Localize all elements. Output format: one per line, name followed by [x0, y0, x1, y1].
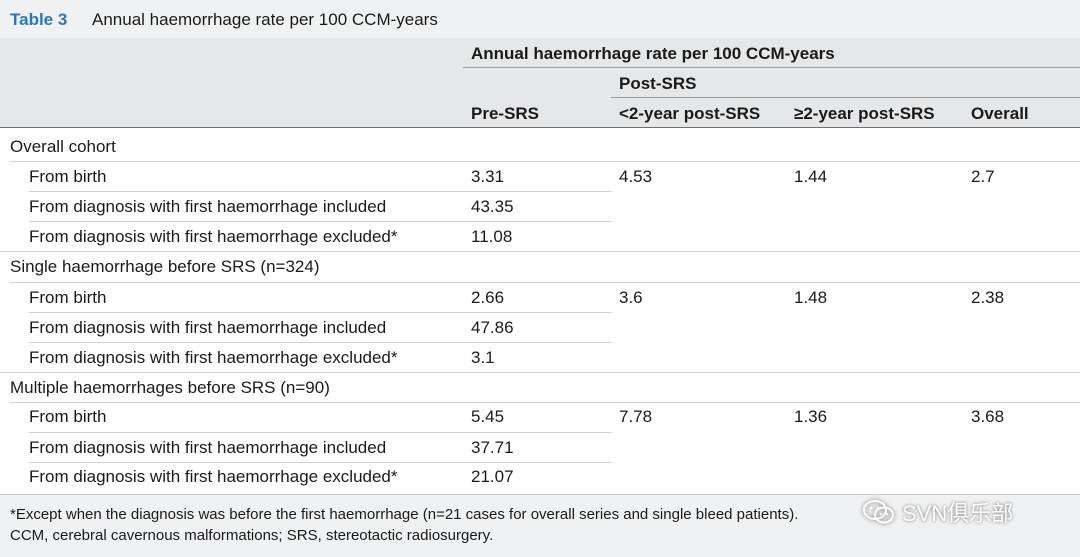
post-lt2-value: 4.53: [619, 167, 653, 186]
post-lt2-value: 3.6: [619, 288, 643, 307]
group-title-row: Multiple haemorrhages before SRS (n=90): [0, 373, 1080, 403]
row-divider: [29, 312, 612, 313]
table-header: Annual haemorrhage rate per 100 CCM-year…: [0, 38, 1080, 128]
row-divider: [29, 191, 612, 192]
pre-srs-value: 3.31: [471, 167, 505, 186]
overall-value: 3.68: [971, 407, 1005, 426]
header-col-lt2: <2-year post-SRS: [619, 104, 761, 123]
footnote-abbreviations: CCM, cerebral cavernous malformations; S…: [10, 527, 494, 544]
row-divider: [0, 251, 1080, 252]
table-number: Table 3: [10, 10, 68, 29]
group-title: Overall cohort: [10, 137, 116, 156]
row-label: From diagnosis with first haemorrhage in…: [29, 197, 387, 216]
row-divider: [10, 402, 1080, 403]
group-title-row: Overall cohort: [0, 132, 1080, 162]
table-row: From diagnosis with first haemorrhage ex…: [0, 343, 1080, 373]
group-title: Single haemorrhage before SRS (n=324): [10, 257, 320, 276]
pre-srs-value: 3.1: [471, 348, 495, 367]
post-ge2-value: 1.36: [794, 407, 828, 426]
group-title: Multiple haemorrhages before SRS (n=90): [10, 378, 330, 397]
pre-srs-value: 5.45: [471, 407, 505, 426]
row-label: From birth: [29, 407, 107, 426]
header-span-rule: [463, 67, 1080, 68]
row-label: From diagnosis with first haemorrhage ex…: [29, 348, 398, 367]
row-divider: [29, 462, 612, 463]
overall-value: 2.7: [971, 167, 995, 186]
pre-srs-value: 11.08: [471, 227, 513, 246]
row-divider: [0, 372, 1080, 373]
pre-srs-value: 2.66: [471, 288, 505, 307]
table-row: From diagnosis with first haemorrhage in…: [0, 192, 1080, 222]
row-divider: [29, 342, 612, 343]
watermark: SVN俱乐部: [862, 497, 1013, 527]
row-divider: [10, 161, 1080, 162]
header-post-rule: [611, 97, 1080, 98]
row-label: From diagnosis with first haemorrhage in…: [29, 438, 387, 457]
row-label: From diagnosis with first haemorrhage ex…: [29, 467, 398, 486]
table-row: From birth 3.31 4.53 1.44 2.7: [0, 162, 1080, 192]
table-row: From diagnosis with first haemorrhage ex…: [0, 462, 1080, 492]
header-bottom-rule: [0, 127, 1080, 128]
pre-srs-value: 47.86: [471, 318, 514, 337]
pre-srs-value: 43.35: [471, 197, 514, 216]
table-footnotes: *Except when the diagnosis was before th…: [0, 494, 1080, 557]
table-row: From diagnosis with first haemorrhage ex…: [0, 222, 1080, 252]
table-row: From diagnosis with first haemorrhage in…: [0, 433, 1080, 463]
header-col-pre-srs: Pre-SRS: [471, 104, 540, 123]
pre-srs-value: 37.71: [471, 438, 514, 457]
post-ge2-value: 1.48: [794, 288, 828, 307]
header-col-ge2: ≥2-year post-SRS: [794, 104, 935, 123]
overall-value: 2.38: [971, 288, 1005, 307]
footnote-asterisk: *Except when the diagnosis was before th…: [10, 506, 799, 523]
pre-srs-value: 21.07: [471, 467, 514, 486]
row-label: From diagnosis with first haemorrhage in…: [29, 318, 387, 337]
table-title: Annual haemorrhage rate per 100 CCM-year…: [92, 10, 438, 29]
row-label: From birth: [29, 288, 107, 307]
watermark-text: SVN俱乐部: [902, 501, 1014, 526]
post-ge2-value: 1.44: [794, 167, 828, 186]
post-lt2-value: 7.78: [619, 407, 653, 426]
header-post-srs: Post-SRS: [619, 74, 697, 93]
table-caption: Table 3 Annual haemorrhage rate per 100 …: [0, 0, 1080, 39]
row-divider: [29, 221, 612, 222]
header-span-title: Annual haemorrhage rate per 100 CCM-year…: [471, 44, 835, 63]
table-row: From birth 5.45 7.78 1.36 3.68: [0, 402, 1080, 432]
row-divider: [10, 282, 1080, 283]
group-title-row: Single haemorrhage before SRS (n=324): [0, 252, 1080, 282]
table-row: From birth 2.66 3.6 1.48 2.38: [0, 283, 1080, 313]
row-label: From diagnosis with first haemorrhage ex…: [29, 227, 398, 246]
row-divider: [29, 432, 612, 433]
wechat-icon: [863, 500, 894, 524]
row-label: From birth: [29, 167, 107, 186]
table-row: From diagnosis with first haemorrhage in…: [0, 313, 1080, 343]
header-col-overall: Overall: [971, 104, 1029, 123]
